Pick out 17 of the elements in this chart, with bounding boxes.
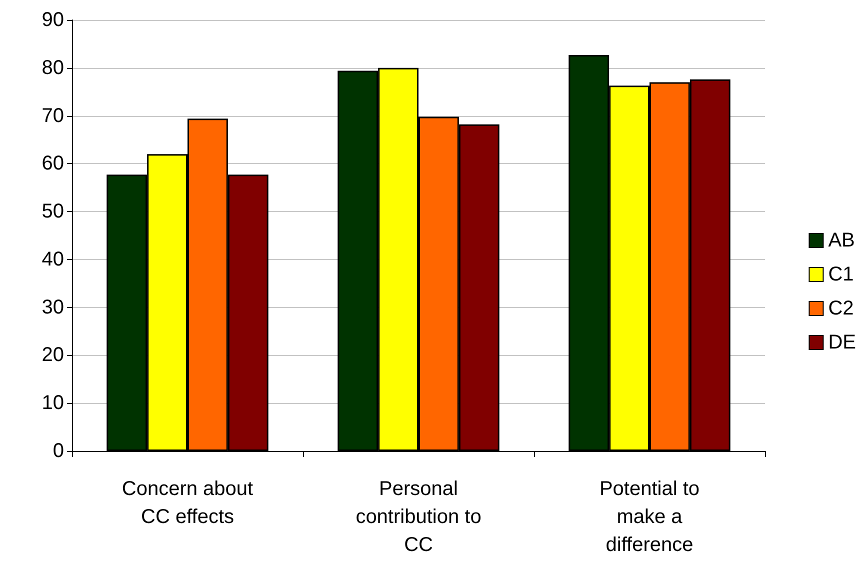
legend-label: C1 (828, 264, 854, 286)
y-tick-label: 60 (42, 152, 64, 175)
y-tick-label: 70 (42, 104, 64, 127)
legend-label: DE (828, 332, 856, 354)
legend-label: AB (828, 230, 855, 252)
y-tick-label: 10 (42, 392, 64, 414)
x-tick-label: Potential to make a difference (599, 478, 700, 556)
x-tick-label: Concern about CC effects (122, 478, 254, 528)
y-tick-label: 0 (52, 440, 64, 462)
y-tick-label: 40 (42, 248, 64, 270)
y-tick-label: 30 (42, 296, 64, 318)
y-tick-label: 80 (42, 56, 64, 79)
legend-label: C2 (828, 298, 854, 320)
y-tick-label: 20 (42, 344, 64, 366)
y-tick-label: 50 (42, 200, 64, 223)
x-tick-label: Personal contribution to CC (356, 478, 482, 556)
y-tick-label: 90 (42, 9, 64, 31)
